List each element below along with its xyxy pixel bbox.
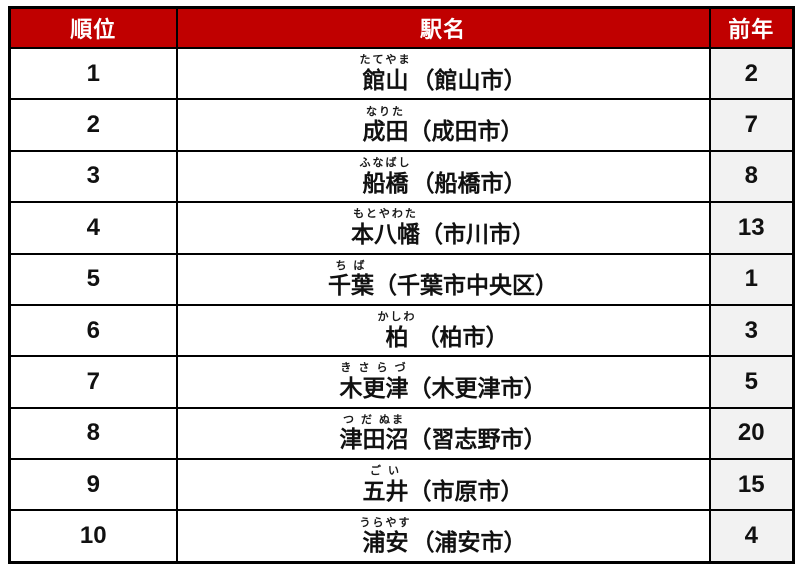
station-name-block: き さ ら づ 木更津 （木更津市） bbox=[178, 362, 709, 401]
rank-cell: 3 bbox=[8, 149, 178, 204]
station-furigana: かしわ bbox=[377, 311, 417, 324]
station-city: （市川市） bbox=[420, 220, 535, 247]
station-name: 五井 bbox=[362, 477, 409, 504]
rank-cell: 1 bbox=[8, 46, 178, 101]
station-city: （船橋市） bbox=[411, 169, 527, 196]
station-name: 木更津 bbox=[339, 375, 409, 402]
station-city: （柏市） bbox=[416, 323, 509, 350]
table-row: 10 うらやす 浦安 （浦安市） 4 bbox=[8, 509, 795, 564]
station-name: 船橋 bbox=[362, 169, 409, 196]
station-furigana: なりた bbox=[366, 105, 405, 118]
header-cell-prev-year: 前年 bbox=[708, 6, 795, 49]
station-city: （千葉市中央区） bbox=[374, 272, 558, 299]
station-furigana: うらやす bbox=[359, 516, 412, 529]
prev-year-cell: 2 bbox=[708, 46, 795, 101]
station-city: （市原市） bbox=[408, 477, 524, 504]
station-city: （浦安市） bbox=[411, 529, 527, 556]
station-name-block: つ だ ぬま 津田沼 （習志野市） bbox=[178, 414, 709, 453]
station-name-block: なりた 成田 （成田市） bbox=[178, 106, 709, 145]
station-name: 本八幡 bbox=[351, 220, 420, 247]
table-row: 4 もとやわた 本八幡 （市川市） 13 bbox=[8, 201, 795, 255]
station-ruby-block: ち ば 千葉 bbox=[328, 260, 374, 299]
prev-year-cell: 4 bbox=[708, 509, 795, 564]
prev-year-cell: 13 bbox=[708, 201, 795, 255]
prev-year-cell: 3 bbox=[708, 303, 795, 358]
prev-year-cell: 7 bbox=[708, 98, 795, 152]
station-name-block: もとやわた 本八幡 （市川市） bbox=[178, 208, 709, 247]
table-row: 6 かしわ 柏 （柏市） 3 bbox=[8, 303, 795, 358]
table-row: 5 ち ば 千葉 （千葉市中央区） 1 bbox=[8, 252, 795, 306]
station-name-block: ご い 五井 （市原市） bbox=[178, 465, 709, 504]
table-header-row: 順位 駅名 前年 bbox=[8, 6, 795, 49]
rank-cell: 9 bbox=[8, 457, 178, 512]
table-row: 9 ご い 五井 （市原市） 15 bbox=[8, 457, 795, 512]
station-name: 津田沼 bbox=[339, 426, 409, 453]
station-ruby-block: き さ ら づ 木更津 bbox=[340, 362, 409, 401]
station-cell: なりた 成田 （成田市） bbox=[175, 98, 711, 152]
station-name-block: たてやま 館山 （館山市） bbox=[178, 54, 709, 93]
station-furigana: つ だ ぬま bbox=[342, 413, 406, 426]
station-furigana: き さ ら づ bbox=[340, 362, 408, 375]
rank-cell: 7 bbox=[8, 355, 178, 409]
station-furigana: ふなばし bbox=[359, 156, 412, 169]
station-ruby-block: かしわ 柏 bbox=[378, 311, 417, 350]
header-cell-station: 駅名 bbox=[175, 6, 711, 49]
table-row: 8 つ だ ぬま 津田沼 （習志野市） 20 bbox=[8, 406, 795, 461]
station-city: （成田市） bbox=[408, 118, 524, 145]
station-name: 千葉 bbox=[328, 272, 374, 299]
table-row: 2 なりた 成田 （成田市） 7 bbox=[8, 98, 795, 152]
station-ruby-block: ご い 五井 bbox=[363, 465, 409, 504]
station-cell: もとやわた 本八幡 （市川市） bbox=[175, 201, 711, 255]
table-body: 1 たてやま 館山 （館山市） 2 2 なりた 成田 （成田市） 7 bbox=[8, 46, 795, 564]
station-name: 館山 bbox=[362, 66, 409, 93]
rank-cell: 8 bbox=[8, 406, 178, 461]
station-cell: たてやま 館山 （館山市） bbox=[175, 46, 711, 101]
station-furigana: ち ば bbox=[335, 259, 367, 272]
prev-year-cell: 15 bbox=[708, 457, 795, 512]
station-cell: き さ ら づ 木更津 （木更津市） bbox=[175, 355, 711, 409]
ranking-table: 順位 駅名 前年 1 たてやま 館山 （館山市） 2 2 なりた 成 bbox=[8, 6, 795, 564]
header-cell-rank: 順位 bbox=[8, 6, 178, 49]
station-name-block: かしわ 柏 （柏市） bbox=[178, 311, 709, 350]
station-cell: ご い 五井 （市原市） bbox=[175, 457, 711, 512]
station-city: （館山市） bbox=[411, 66, 527, 93]
station-furigana: ご い bbox=[369, 465, 402, 478]
rank-cell: 10 bbox=[8, 509, 178, 564]
table-row: 1 たてやま 館山 （館山市） 2 bbox=[8, 46, 795, 101]
rank-cell: 6 bbox=[8, 303, 178, 358]
prev-year-cell: 1 bbox=[708, 252, 795, 306]
station-furigana: たてやま bbox=[359, 54, 412, 67]
station-name-block: うらやす 浦安 （浦安市） bbox=[178, 517, 709, 556]
rank-cell: 5 bbox=[8, 252, 178, 306]
prev-year-cell: 5 bbox=[708, 355, 795, 409]
table-row: 3 ふなばし 船橋 （船橋市） 8 bbox=[8, 149, 795, 204]
prev-year-cell: 8 bbox=[708, 149, 795, 204]
station-ruby-block: たてやま 館山 bbox=[360, 54, 412, 93]
station-ruby-block: なりた 成田 bbox=[363, 106, 409, 145]
station-name-block: ふなばし 船橋 （船橋市） bbox=[178, 157, 709, 196]
station-ruby-block: ふなばし 船橋 bbox=[360, 157, 412, 196]
station-furigana: もとやわた bbox=[353, 208, 418, 221]
station-ruby-block: つ だ ぬま 津田沼 bbox=[340, 414, 409, 453]
station-cell: ふなばし 船橋 （船橋市） bbox=[175, 149, 711, 204]
station-cell: つ だ ぬま 津田沼 （習志野市） bbox=[175, 406, 711, 461]
rank-cell: 2 bbox=[8, 98, 178, 152]
station-cell: ち ば 千葉 （千葉市中央区） bbox=[175, 252, 711, 306]
table-row: 7 き さ ら づ 木更津 （木更津市） 5 bbox=[8, 355, 795, 409]
station-name: 成田 bbox=[362, 118, 409, 145]
station-name: 浦安 bbox=[362, 529, 409, 556]
rank-cell: 4 bbox=[8, 201, 178, 255]
station-ruby-block: うらやす 浦安 bbox=[360, 517, 412, 556]
station-cell: かしわ 柏 （柏市） bbox=[175, 303, 711, 358]
station-city: （木更津市） bbox=[408, 375, 547, 402]
prev-year-cell: 20 bbox=[708, 406, 795, 461]
station-city: （習志野市） bbox=[408, 426, 547, 453]
station-cell: うらやす 浦安 （浦安市） bbox=[175, 509, 711, 564]
ranking-table-frame: 順位 駅名 前年 1 たてやま 館山 （館山市） 2 2 なりた 成 bbox=[8, 6, 795, 564]
station-name-block: ち ば 千葉 （千葉市中央区） bbox=[178, 260, 709, 299]
station-ruby-block: もとやわた 本八幡 bbox=[351, 208, 420, 247]
station-name: 柏 bbox=[385, 323, 409, 350]
